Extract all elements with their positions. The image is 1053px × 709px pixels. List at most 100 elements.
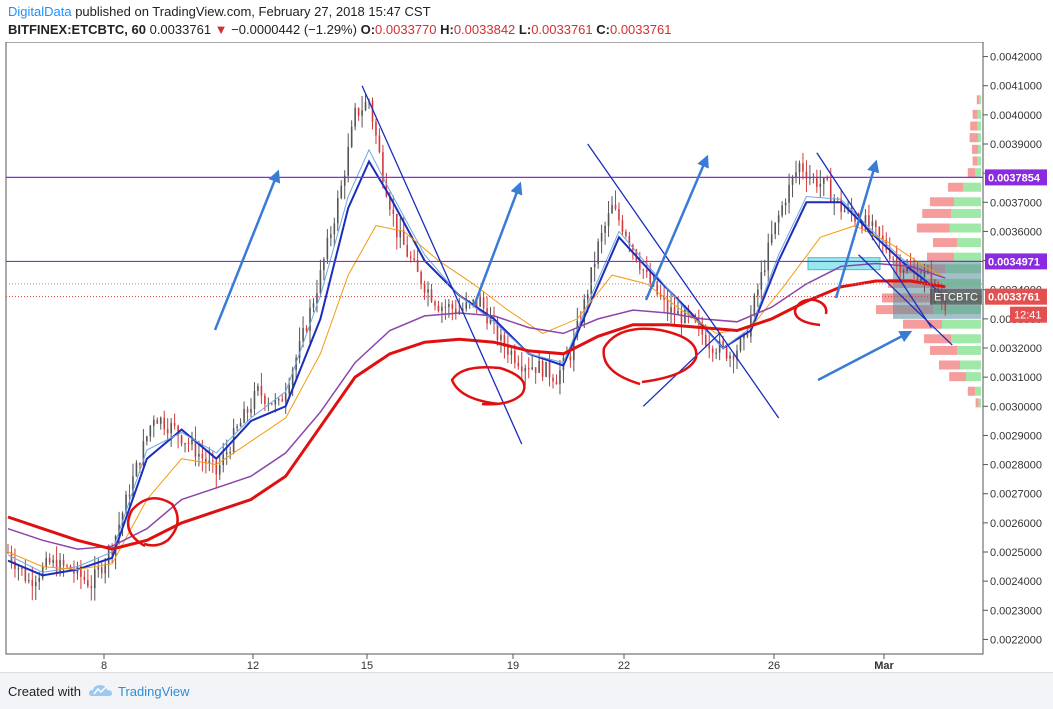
candle-body xyxy=(336,198,339,224)
candle-body xyxy=(448,304,450,307)
candle-body xyxy=(639,260,641,270)
candle-body xyxy=(31,580,34,587)
candle-body xyxy=(593,263,596,268)
volume-bar-down xyxy=(924,334,951,344)
candle-body xyxy=(257,385,259,391)
plot-area[interactable] xyxy=(5,42,984,655)
candle-body xyxy=(364,101,367,111)
candle-body xyxy=(159,417,162,424)
x-tick-label: 22 xyxy=(618,660,630,672)
tradingview-link[interactable]: TradingView xyxy=(118,684,190,699)
publish-line: DigitalData published on TradingView.com… xyxy=(8,4,431,19)
candle-body xyxy=(93,569,96,589)
symbol-label[interactable]: BITFINEX:ETCBTC, 60 xyxy=(8,22,146,37)
candle-body xyxy=(743,333,745,339)
candle-body xyxy=(718,340,721,353)
candle-body xyxy=(878,227,881,236)
candle-body xyxy=(298,341,301,358)
candle-body xyxy=(416,260,419,272)
candle-body xyxy=(888,250,891,259)
volume-bar-down xyxy=(927,252,954,262)
time-axis[interactable]: 8 12 15 19 22 26 Mar xyxy=(6,653,983,672)
candle-body xyxy=(392,209,395,214)
candle-body xyxy=(527,367,530,370)
volume-bar-up xyxy=(951,208,981,218)
current-price-tag-label: 0.0033761 xyxy=(988,292,1040,304)
y-tick-label: 0.0030000 xyxy=(990,401,1042,413)
level-tag-box xyxy=(985,253,1047,270)
candle-body xyxy=(184,443,186,445)
price-axis[interactable]: 0.0042000 0.0041000 0.0040000 0.0039000 0.00… xyxy=(982,42,1042,654)
candle-body xyxy=(205,458,207,464)
x-tick-label: Mar xyxy=(874,660,894,672)
candle-body xyxy=(350,126,353,147)
candle-body xyxy=(430,289,433,302)
candle-body xyxy=(902,270,905,273)
candle-body xyxy=(52,559,54,563)
candle-body xyxy=(87,580,89,587)
candle-body xyxy=(732,355,735,360)
candle-body xyxy=(107,548,110,564)
volume-bar-down xyxy=(976,95,980,105)
volume-bar-up xyxy=(942,319,981,329)
candle-body xyxy=(326,237,329,260)
price-chart[interactable]: 0.0042000 0.0041000 0.0040000 0.0039000 0.00… xyxy=(0,42,1053,672)
candle-body xyxy=(666,299,669,313)
candle-body xyxy=(38,577,41,582)
candle-body xyxy=(55,559,58,573)
candle-body xyxy=(80,566,82,577)
candle-body xyxy=(788,184,790,203)
candle-body xyxy=(246,408,249,413)
candle-body xyxy=(784,202,787,206)
volume-bar-down xyxy=(930,197,954,207)
y-tick-label: 0.0026000 xyxy=(990,518,1042,530)
high-label: H: xyxy=(440,22,454,37)
candle-body xyxy=(347,146,349,176)
candle-body xyxy=(500,335,502,341)
candle-body xyxy=(475,299,478,307)
volume-bar-up xyxy=(951,334,981,344)
candle-body xyxy=(444,306,447,308)
candle-body xyxy=(597,241,599,264)
volume-bar-up xyxy=(975,168,981,178)
publish-info: published on TradingView.com, February 2… xyxy=(71,4,431,19)
candle-body xyxy=(711,348,714,353)
author-link[interactable]: DigitalData xyxy=(8,4,72,19)
candle-body xyxy=(59,559,61,573)
candle-body xyxy=(45,558,47,567)
candle-body xyxy=(850,207,853,214)
volume-bar-up xyxy=(963,182,981,192)
candle-body xyxy=(142,441,145,466)
candle-body xyxy=(229,452,231,454)
y-tick-label: 0.0027000 xyxy=(990,489,1042,501)
candle-body xyxy=(284,393,287,402)
candle-body xyxy=(396,213,398,238)
created-with-label: Created with xyxy=(8,684,81,699)
candle-body xyxy=(545,361,547,377)
price-tags: 0.0037854 0.0034971 0.0033761 12:41 ETCBTC xyxy=(930,169,1047,323)
candle-body xyxy=(701,324,704,335)
close-value: 0.0033761 xyxy=(609,22,672,37)
candle-body xyxy=(680,310,683,324)
candle-body xyxy=(472,299,474,302)
candle-body xyxy=(489,318,492,324)
candle-body xyxy=(618,208,620,221)
candle-body xyxy=(722,340,724,346)
volume-bar-down xyxy=(970,121,978,131)
countdown-tag-label: 12:41 xyxy=(1014,310,1042,322)
candle-body xyxy=(128,494,131,497)
candle-body xyxy=(777,215,780,223)
candle-body xyxy=(746,333,749,337)
candle-body xyxy=(198,453,200,457)
candle-body xyxy=(625,231,627,236)
candle-body xyxy=(465,302,468,309)
candle-body xyxy=(906,266,908,271)
trend-line xyxy=(858,254,953,346)
candle-body xyxy=(343,175,346,186)
x-tick-label: 19 xyxy=(507,660,519,672)
candle-body xyxy=(795,172,797,178)
trend-line xyxy=(587,143,780,419)
candle-body xyxy=(916,270,919,282)
candle-body xyxy=(843,210,846,212)
y-tick-label: 0.0023000 xyxy=(990,605,1042,617)
